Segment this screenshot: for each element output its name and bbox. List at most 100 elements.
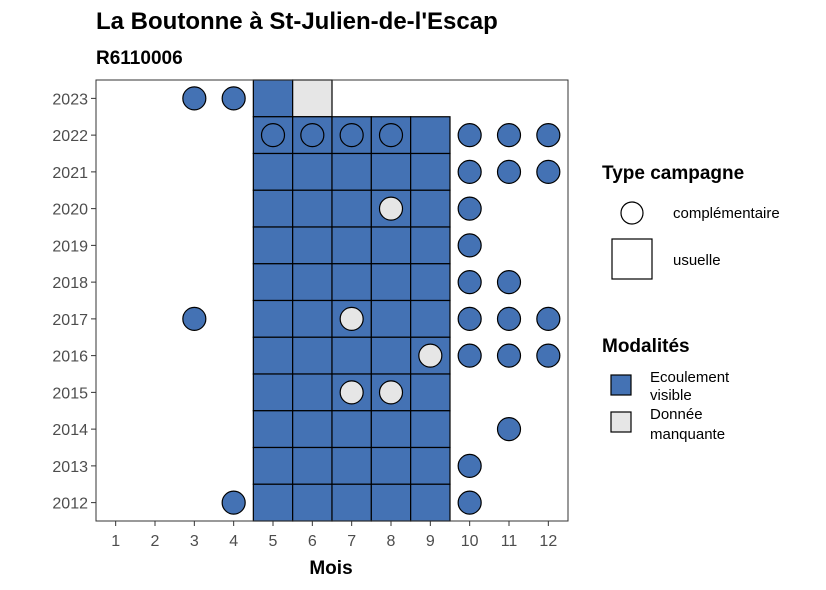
point-complementaire-2020-8 [378,196,404,221]
tile-usuelle-2019-7 [331,226,372,265]
tile-usuelle-2020-5 [252,189,294,228]
x-tick-label: 12 [539,533,557,550]
point-complementaire-2021-11 [496,159,522,184]
tile-usuelle-2023-5 [252,79,294,118]
point-complementaire-2012-10 [457,490,482,515]
y-tick-label: 2012 [52,496,88,513]
tile-usuelle-2018-6 [292,263,333,302]
tile-usuelle-2013-6 [292,446,333,485]
tile-usuelle-2017-9 [410,299,451,338]
point-complementaire-2015-7 [339,380,364,405]
point-complementaire-2017-3 [182,306,207,331]
tile-usuelle-2020-6 [292,189,333,228]
y-tick-label: 2018 [52,275,88,292]
x-tick-label: 5 [269,533,278,550]
legend-label-ecoulement-visible-line2: visible [650,387,692,404]
tile-usuelle-2012-5 [252,483,294,522]
tile-usuelle-2012-7 [331,483,372,522]
point-complementaire-2016-11 [496,343,522,368]
tile-usuelle-2016-7 [331,336,372,375]
chart-title: La Boutonne à St-Julien-de-l'Escap [96,8,498,35]
point-complementaire-2022-10 [457,123,482,148]
point-complementaire-2018-10 [457,270,482,295]
tile-usuelle-2016-6 [292,336,333,375]
y-tick-label: 2015 [52,385,88,402]
legend-label-usuelle: usuelle [673,252,721,269]
point-complementaire-2022-8 [378,123,404,148]
tile-usuelle-2014-7 [331,410,372,449]
tile-usuelle-2013-8 [370,446,412,485]
x-tick-label: 11 [501,533,518,550]
tile-usuelle-2019-8 [370,226,412,265]
x-tick-label: 2 [151,533,160,550]
point-complementaire-2018-11 [496,270,522,295]
tile-usuelle-2021-5 [252,152,294,191]
panel-border [95,79,569,522]
point-complementaire-2021-10 [457,159,482,184]
tile-usuelle-2014-5 [252,410,294,449]
point-complementaire-2016-12 [536,343,561,368]
point-complementaire-2019-10 [457,233,482,258]
tile-usuelle-2017-8 [370,299,412,338]
tile-usuelle-2013-9 [410,446,451,485]
tile-usuelle-2017-6 [292,299,333,338]
tile-usuelle-2021-8 [370,152,412,191]
x-tick-label: 10 [461,533,479,550]
tile-usuelle-2014-6 [292,410,333,449]
x-tick-label: 7 [347,533,356,550]
point-complementaire-2015-8 [378,380,404,405]
tile-usuelle-2019-5 [252,226,294,265]
tile-usuelle-2021-6 [292,152,333,191]
point-complementaire-2016-10 [457,343,482,368]
legend-label-complementaire: complémentaire [673,205,780,222]
point-complementaire-2022-12 [536,123,561,148]
tile-usuelle-2015-5 [252,373,294,412]
y-tick-label: 2020 [52,202,88,219]
y-tick-label: 2019 [52,238,88,255]
legend-key-usuelle [611,238,653,280]
tile-usuelle-2021-7 [331,152,372,191]
point-complementaire-2013-10 [457,453,482,478]
tile-usuelle-2020-7 [331,189,372,228]
legend-title-type-campagne: Type campagne [602,163,744,184]
tile-usuelle-2018-7 [331,263,372,302]
y-tick-label: 2016 [52,349,88,366]
tile-usuelle-2014-9 [410,410,451,449]
point-complementaire-2017-12 [536,306,561,331]
x-tick-label: 3 [190,533,199,550]
point-complementaire-2017-10 [457,306,482,331]
point-complementaire-2022-5 [260,123,286,148]
y-tick-label: 2022 [52,128,88,145]
point-complementaire-2023-4 [221,86,246,111]
tile-usuelle-2019-6 [292,226,333,265]
x-axis: 1 2 3 4 5 6 7 8 9 10 11 12 [111,521,557,550]
y-tick-label: 2023 [52,91,88,108]
legend-label-donnee-manquante-line2: manquante [650,426,725,443]
tile-usuelle-2023-6 [292,79,333,118]
legend-key-complementaire [620,201,644,225]
x-tick-label: 4 [229,533,238,550]
point-complementaire-2020-10 [457,196,482,221]
tile-usuelle-2018-8 [370,263,412,302]
tile-usuelle-2017-5 [252,299,294,338]
tile-usuelle-2014-8 [370,410,412,449]
tile-usuelle-2018-5 [252,263,294,302]
y-axis: 2012 2013 2014 2015 2016 2017 2018 2019 2020 2021… [52,91,96,513]
tile-usuelle-2012-6 [292,483,333,522]
y-tick-label: 2017 [52,312,88,329]
plot-area [95,79,569,522]
x-axis-title: Mois [309,558,352,579]
legend-label-donnee-manquante-line1: Donnée [650,406,703,423]
x-tick-label: 9 [426,533,435,550]
chart-subtitle: R6110006 [96,48,183,69]
tile-usuelle-2021-9 [410,152,451,191]
tile-usuelle-2013-5 [252,446,294,485]
y-tick-label: 2013 [52,459,88,476]
point-complementaire-2022-11 [496,123,522,148]
tile-usuelle-2019-9 [410,226,451,265]
tile-usuelle-2015-9 [410,373,451,412]
legend-type-campagne: Type campagne complémentaire usuelle [602,163,780,280]
point-complementaire-2012-4 [221,490,246,515]
point-complementaire-2017-7 [339,306,364,331]
legend-key-ecoulement-visible [610,374,632,396]
